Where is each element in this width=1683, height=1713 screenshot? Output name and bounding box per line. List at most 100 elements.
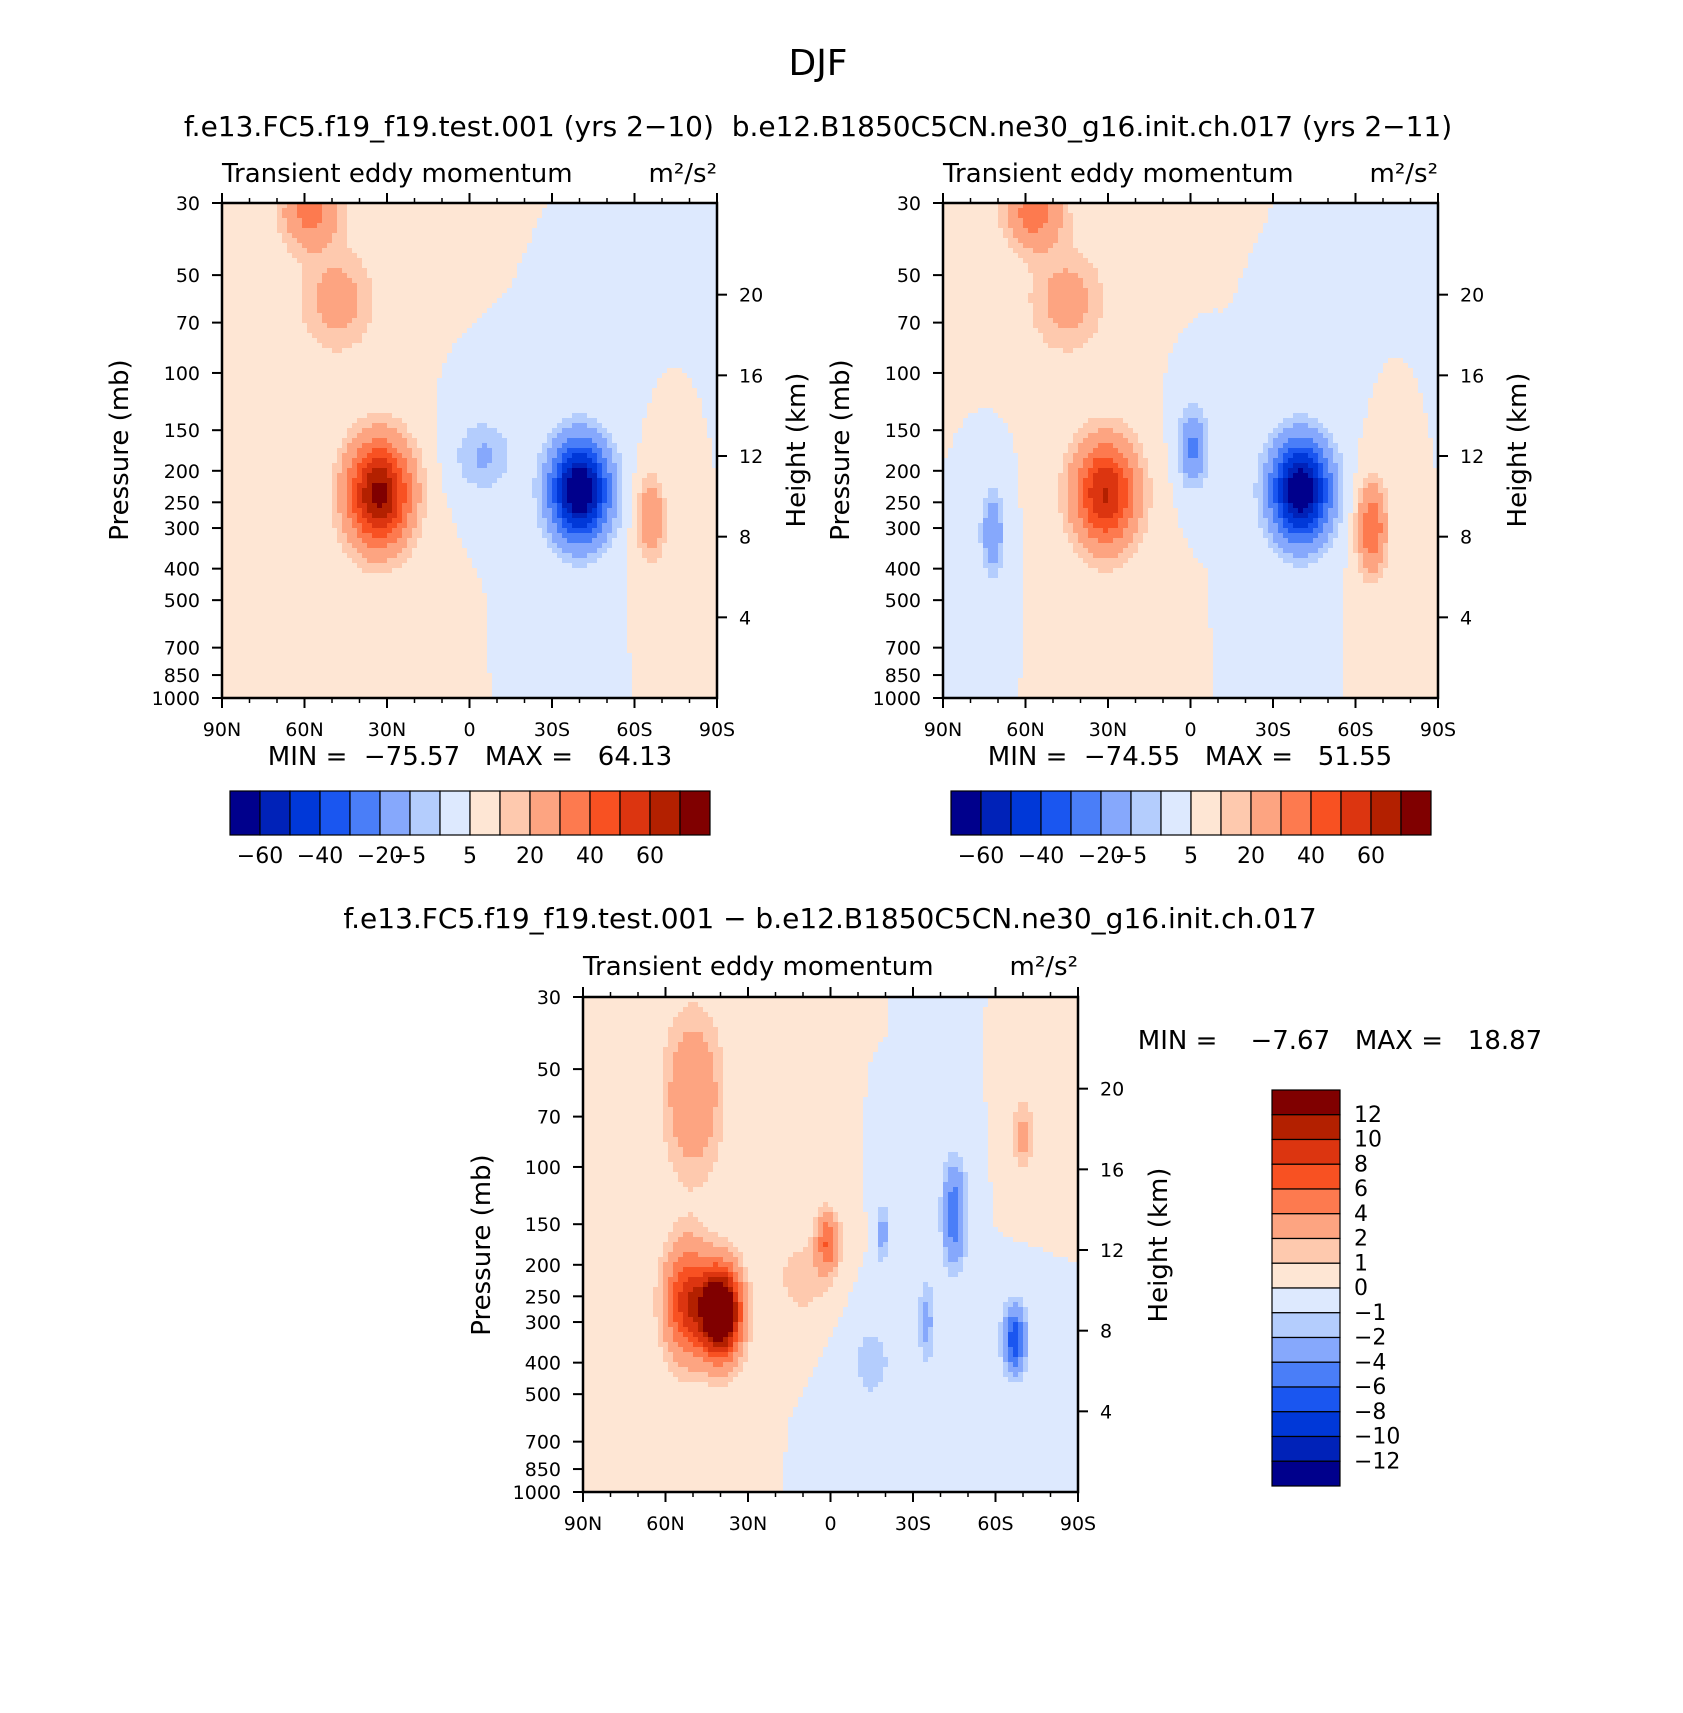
contour-cell <box>427 383 433 389</box>
contour-cell <box>532 403 538 409</box>
contour-cell <box>712 278 718 284</box>
contour-cell <box>552 288 558 294</box>
contour-cell <box>542 363 548 369</box>
contour-cell <box>617 338 623 344</box>
contour-cell <box>382 403 388 409</box>
contour-cell <box>322 238 328 244</box>
contour-cell <box>672 228 678 234</box>
contour-cell <box>297 373 303 379</box>
contour-cell <box>462 403 468 409</box>
contour-cell <box>262 363 268 369</box>
contour-cell <box>537 243 543 249</box>
contour-cell <box>337 278 343 284</box>
contour-cell <box>272 318 278 324</box>
contour-cell <box>332 308 338 314</box>
contour-cell <box>262 228 268 234</box>
contour-cell <box>282 293 288 299</box>
contour-cell <box>432 283 438 289</box>
contour-cell <box>427 333 433 339</box>
contour-cell <box>547 323 553 329</box>
contour-cell <box>462 398 468 404</box>
contour-cell <box>607 403 613 409</box>
contour-cell <box>677 388 683 394</box>
contour-cell <box>452 338 458 344</box>
contour-cell <box>622 298 628 304</box>
contour-cell <box>542 393 548 399</box>
contour-cell <box>492 383 498 389</box>
contour-cell <box>277 423 283 429</box>
contour-cell <box>682 398 688 404</box>
contour-cell <box>667 373 673 379</box>
contour-cell <box>712 378 718 384</box>
contour-cell <box>577 208 583 214</box>
contour-cell <box>262 453 268 459</box>
contour-cell <box>507 353 513 359</box>
contour-cell <box>372 323 378 329</box>
contour-cell <box>452 348 458 354</box>
contour-cell <box>577 393 583 399</box>
contour-cell <box>247 428 253 434</box>
contour-cell <box>587 443 593 449</box>
contour-cell <box>237 288 243 294</box>
contour-cell <box>347 453 353 459</box>
contour-cell <box>697 273 703 279</box>
contour-cell <box>617 413 623 419</box>
contour-cell <box>407 358 413 364</box>
contour-cell <box>312 278 318 284</box>
contour-cell <box>462 218 468 224</box>
contour-cell <box>467 303 473 309</box>
contour-cell <box>502 423 508 429</box>
contour-cell <box>542 418 548 424</box>
contour-cell <box>372 283 378 289</box>
contour-cell <box>612 268 618 274</box>
contour-cell <box>697 313 703 319</box>
contour-cell <box>252 218 258 224</box>
contour-cell <box>592 393 598 399</box>
contour-cell <box>677 353 683 359</box>
contour-cell <box>647 338 653 344</box>
contour-cell <box>277 428 283 434</box>
contour-cell <box>652 288 658 294</box>
contour-cell <box>412 293 418 299</box>
contour-cell <box>412 428 418 434</box>
contour-cell <box>427 433 433 439</box>
contour-cell <box>607 328 613 334</box>
contour-cell <box>247 453 253 459</box>
contour-cell <box>402 398 408 404</box>
contour-cell <box>637 218 643 224</box>
contour-cell <box>437 388 443 394</box>
contour-cell <box>477 258 483 264</box>
contour-cell <box>292 443 298 449</box>
contour-cell <box>322 228 328 234</box>
contour-cell <box>587 268 593 274</box>
contour-cell <box>667 268 673 274</box>
contour-cell <box>592 258 598 264</box>
contour-cell <box>452 208 458 214</box>
contour-cell <box>617 308 623 314</box>
contour-cell <box>482 378 488 384</box>
contour-cell <box>497 293 503 299</box>
contour-cell <box>662 418 668 424</box>
contour-cell <box>502 258 508 264</box>
contour-cell <box>712 218 718 224</box>
contour-cell <box>537 408 543 414</box>
contour-cell <box>292 363 298 369</box>
contour-cell <box>262 443 268 449</box>
contour-cell <box>232 403 238 409</box>
contour-cell <box>252 368 258 374</box>
contour-cell <box>672 368 678 374</box>
contour-cell <box>607 278 613 284</box>
contour-cell <box>632 398 638 404</box>
contour-cell <box>672 403 678 409</box>
contour-cell <box>587 388 593 394</box>
contour-cell <box>597 258 603 264</box>
contour-cell <box>712 323 718 329</box>
contour-cell <box>477 358 483 364</box>
contour-cell <box>597 243 603 249</box>
contour-cell <box>537 373 543 379</box>
contour-cell <box>592 383 598 389</box>
contour-cell <box>552 203 558 209</box>
contour-cell <box>452 258 458 264</box>
contour-cell <box>702 313 708 319</box>
contour-cell <box>707 288 713 294</box>
